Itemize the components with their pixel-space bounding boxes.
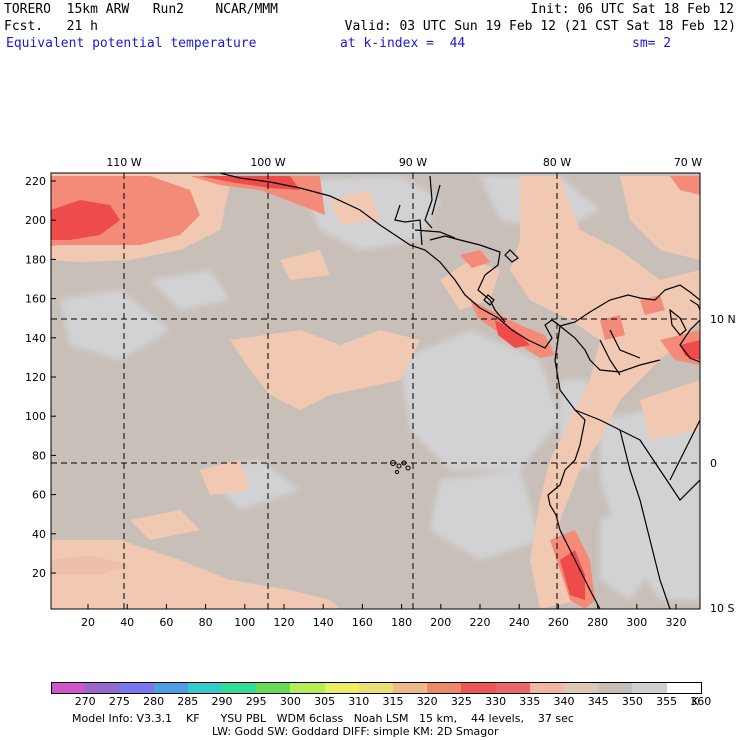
field-title: Equivalent potential temperature (6, 36, 257, 51)
x-tick-label: 300 (626, 616, 647, 629)
x-axis-grid-labels: 20 40 60 80 100 120 140 160 180 200 220 240 260 280 30… (81, 616, 687, 629)
colorbar-level-label: 290 (211, 695, 233, 708)
colorbar-level-label: 355 (656, 695, 678, 708)
colorbar-swatch (153, 682, 189, 694)
colorbar-level-label: 350 (621, 695, 643, 708)
colorbar-swatch (51, 682, 88, 694)
temperature-field (51, 173, 700, 609)
x-tick-label: 220 (470, 616, 491, 629)
x-tick-label: 100 (234, 616, 255, 629)
y-tick-label: 140 (25, 332, 46, 345)
field-350-355 (60, 176, 700, 600)
colorbar-level-label: 270 (74, 695, 96, 708)
colorbar-swatch (222, 682, 258, 694)
colorbar-swatch (461, 682, 497, 694)
x-tick-label: 200 (430, 616, 451, 629)
colorbar-swatch (119, 682, 155, 694)
longitude-label: 70 W (674, 156, 702, 169)
longitude-label: 110 W (106, 156, 141, 169)
y-tick-label: 220 (25, 175, 46, 188)
colorbar-level-label: 280 (143, 695, 165, 708)
colorbar-swatch (495, 682, 531, 694)
latitude-label: 10 N (710, 313, 736, 326)
header-model-run: TORERO 15km ARW Run2 NCAR/MMM (4, 2, 278, 17)
y-tick-label: 80 (32, 449, 46, 462)
colorbar-swatch (529, 682, 565, 694)
y-tick-label: 120 (25, 371, 46, 384)
coastlines (219, 173, 700, 609)
x-tick-label: 120 (274, 616, 295, 629)
header-valid-time: Valid: 03 UTC Sun 19 Feb 12 (21 CST Sat … (344, 19, 736, 34)
y-tick-label: 180 (25, 253, 46, 266)
latitude-label: 10 S (710, 602, 734, 615)
colorbar-level-label: 360 (690, 695, 712, 708)
colorbar-swatch (666, 682, 702, 694)
colorbar-swatch (632, 682, 668, 694)
colorbar-level-label: 335 (519, 695, 541, 708)
colorbar-level-label: 305 (314, 695, 336, 708)
footer-physics-info: LW: Godd SW: Goddard DIFF: simple KM: 2D… (212, 725, 499, 738)
x-tick-label: 140 (313, 616, 334, 629)
colorbar-swatch (427, 682, 463, 694)
colorbar-swatch (564, 682, 600, 694)
colorbar-level-label: 275 (108, 695, 130, 708)
colorbar-level-label: 340 (553, 695, 575, 708)
x-tick-label: 280 (587, 616, 608, 629)
colorbar-level-label: 325 (450, 695, 472, 708)
y-tick-label: 40 (32, 528, 46, 541)
smoothing-indicator: sm= 2 (632, 36, 672, 51)
y-tick-label: 200 (25, 214, 46, 227)
colorbar-swatch (85, 682, 121, 694)
x-tick-label: 60 (159, 616, 173, 629)
colorbar-swatch (393, 682, 429, 694)
colorbar-level-label: 295 (245, 695, 267, 708)
colorbar-swatch (598, 682, 634, 694)
colorbar-level-label: 285 (177, 695, 199, 708)
longitude-label: 80 W (543, 156, 571, 169)
latitude-label: 0 (710, 457, 717, 470)
header-init-time: Init: 06 UTC Sat 18 Feb 12 (530, 2, 735, 17)
x-tick-label: 160 (352, 616, 373, 629)
x-tick-label: 180 (391, 616, 412, 629)
field-325-330 (51, 176, 700, 600)
axis-ticks (51, 180, 677, 609)
colorbar-level-label: 345 (587, 695, 609, 708)
colorbar-level-label: 300 (279, 695, 301, 708)
colorbar-swatch (187, 682, 223, 694)
longitude-labels: 110 W 100 W 90 W 80 W 70 W (106, 156, 702, 169)
colorbar-swatch (256, 682, 292, 694)
x-tick-label: 320 (666, 616, 687, 629)
x-tick-label: 260 (548, 616, 569, 629)
colorbar-unit: K (691, 695, 699, 708)
x-tick-label: 80 (199, 616, 213, 629)
lat-lon-grid (51, 173, 700, 609)
x-tick-label: 40 (120, 616, 134, 629)
x-tick-label: 20 (81, 616, 95, 629)
footer-model-info: Model Info: V3.3.1 KF YSU PBL WDM 6class… (72, 712, 574, 725)
longitude-label: 100 W (250, 156, 285, 169)
y-tick-label: 20 (32, 567, 46, 580)
level-indicator: at k-index = 44 (340, 36, 466, 51)
header-forecast-hour: Fcst. 21 h (4, 19, 98, 34)
map-frame (50, 172, 701, 610)
colorbar-swatch (324, 682, 360, 694)
colorbar-level-label: 330 (485, 695, 507, 708)
y-tick-label: 100 (25, 410, 46, 423)
colorbar-level-label: 320 (416, 695, 438, 708)
y-tick-label: 160 (25, 293, 46, 306)
x-tick-label: 240 (509, 616, 530, 629)
colorbar-swatch (290, 682, 326, 694)
latitude-labels: 10 N 0 10 S (710, 313, 736, 615)
colorbar-swatch (358, 682, 394, 694)
y-tick-label: 60 (32, 489, 46, 502)
y-axis-grid-labels: 220 200 180 160 140 120 100 80 60 40 20 (25, 175, 46, 580)
longitude-label: 90 W (399, 156, 427, 169)
colorbar-level-label: 315 (382, 695, 404, 708)
colorbar-level-label: 310 (348, 695, 370, 708)
